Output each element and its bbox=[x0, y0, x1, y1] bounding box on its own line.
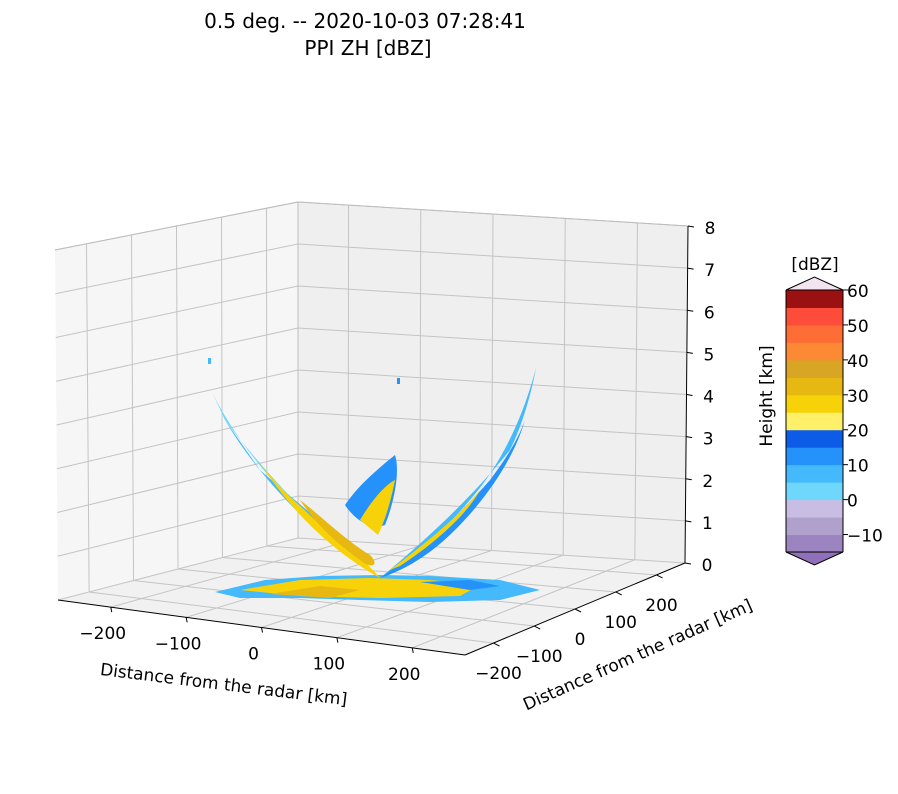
chart-title: 0.5 deg. -- 2020-10-03 07:28:41 bbox=[204, 9, 526, 33]
colorbar-swatch bbox=[786, 395, 843, 413]
x-tick-mark bbox=[412, 648, 413, 653]
colorbar-swatch bbox=[786, 535, 843, 553]
z-tick-mark bbox=[686, 479, 692, 480]
y-tick-label: 200 bbox=[645, 596, 677, 616]
colorbar: [dBZ] 60 50 40 30 20 10 0 −10 bbox=[786, 255, 883, 565]
z-tick-mark bbox=[688, 226, 694, 227]
z-tick-label: 3 bbox=[703, 430, 714, 450]
y-tick-mark bbox=[494, 643, 500, 646]
colorbar-tick-label: 10 bbox=[847, 457, 869, 477]
z-tick-label: 1 bbox=[702, 514, 713, 534]
y-tick-mark bbox=[656, 575, 662, 578]
colorbar-tick-label: 40 bbox=[847, 352, 869, 372]
colorbar-tick-label: 30 bbox=[847, 387, 869, 407]
z-tick-label: 0 bbox=[702, 556, 713, 576]
x-tick-label: −200 bbox=[79, 624, 126, 644]
colorbar-swatch bbox=[786, 500, 843, 518]
z-tick-label: 7 bbox=[704, 261, 715, 281]
colorbar-tick-label: 50 bbox=[847, 317, 869, 337]
colorbar-ticks: 60 50 40 30 20 10 0 −10 bbox=[843, 282, 883, 547]
x-tick-label: 0 bbox=[248, 645, 259, 665]
z-axis-label: Height [km] bbox=[757, 345, 777, 446]
colorbar-label: [dBZ] bbox=[791, 255, 838, 275]
colorbar-swatch bbox=[786, 412, 843, 430]
colorbar-swatch bbox=[786, 517, 843, 535]
colorbar-swatch bbox=[786, 430, 843, 448]
x-tick-label: 100 bbox=[313, 655, 345, 675]
z-tick-label: 6 bbox=[704, 303, 715, 323]
z-tick-mark bbox=[687, 310, 693, 311]
y-tick-label: −200 bbox=[475, 664, 522, 684]
colorbar-swatch bbox=[786, 342, 843, 360]
colorbar-over-arrow bbox=[786, 277, 843, 290]
z-tick-label: 2 bbox=[702, 472, 713, 492]
x-tick-mark bbox=[262, 628, 263, 633]
x-tick-mark bbox=[186, 617, 187, 622]
x-axis-label: Distance from the radar [km] bbox=[99, 660, 348, 710]
colorbar-swatch bbox=[786, 377, 843, 395]
y-tick-label: 0 bbox=[575, 630, 586, 650]
colorbar-tick-label: −10 bbox=[847, 527, 883, 547]
colorbar-tick-label: 0 bbox=[847, 492, 858, 512]
z-tick-labels: 0 1 2 3 4 5 6 7 8 bbox=[685, 219, 715, 576]
colorbar-swatch bbox=[786, 307, 843, 325]
x-tick-label: 200 bbox=[388, 665, 420, 685]
z-tick-label: 4 bbox=[703, 388, 714, 408]
colorbar-tick-label: 20 bbox=[847, 422, 869, 442]
z-tick-mark bbox=[685, 521, 691, 522]
y-tick-label: 100 bbox=[605, 613, 637, 633]
y-tick-label: −100 bbox=[516, 647, 563, 667]
z-tick-label: 8 bbox=[705, 219, 716, 239]
colorbar-swatch bbox=[786, 360, 843, 378]
colorbar-swatch bbox=[786, 482, 843, 500]
z-tick-mark bbox=[685, 563, 691, 564]
chart-subtitle: PPI ZH [dBZ] bbox=[304, 36, 431, 60]
y-tick-mark bbox=[534, 626, 540, 629]
colorbar-swatch bbox=[786, 290, 843, 308]
colorbar-swatch bbox=[786, 325, 843, 343]
z-tick-mark bbox=[687, 352, 693, 353]
z-tick-mark bbox=[687, 395, 693, 396]
colorbar-under-arrow bbox=[786, 552, 843, 565]
z-tick-mark bbox=[686, 437, 692, 438]
z-tick-label: 5 bbox=[703, 345, 714, 365]
z-tick-mark bbox=[688, 268, 694, 269]
x-tick-mark bbox=[337, 638, 338, 643]
x-tick-mark bbox=[111, 607, 112, 612]
y-tick-mark bbox=[616, 592, 622, 595]
x-tick-label: −100 bbox=[155, 634, 202, 654]
colorbar-swatch bbox=[786, 447, 843, 465]
colorbar-tick-label: 60 bbox=[847, 282, 869, 302]
colorbar-swatch bbox=[786, 465, 843, 483]
colorbar-swatches bbox=[786, 277, 843, 565]
y-tick-mark bbox=[575, 609, 581, 612]
